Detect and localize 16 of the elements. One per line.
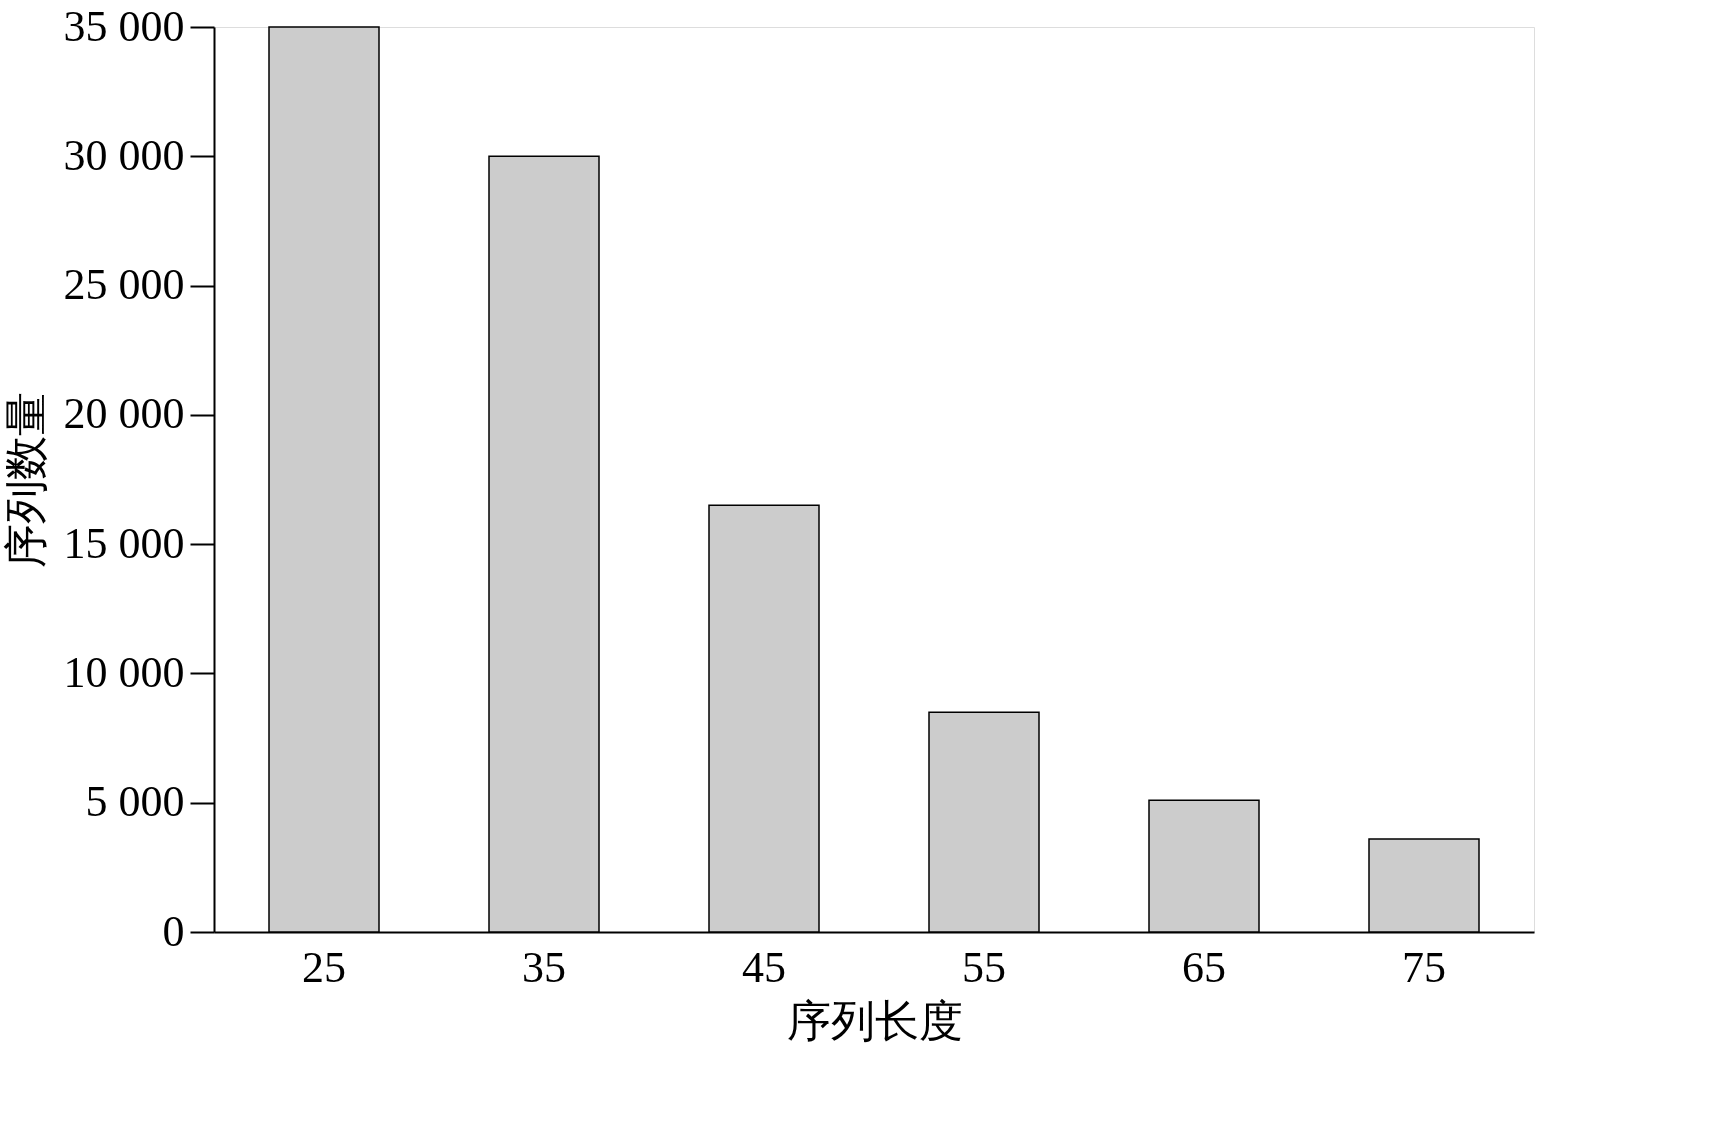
x-tick-label: 75 [1402, 942, 1446, 992]
y-tick-label: 25 000 [63, 260, 185, 310]
y-tick-label: 15 000 [63, 518, 185, 568]
x-tick-label: 25 [302, 942, 346, 992]
x-tick-label: 35 [522, 942, 566, 992]
x-tick-label: 65 [1182, 942, 1226, 992]
x-tick-label: 45 [742, 942, 786, 992]
y-tick-label: 30 000 [63, 130, 185, 180]
x-tick-label: 55 [962, 942, 1006, 992]
y-tick-label: 20 000 [63, 389, 185, 439]
y-tick-label: 5 000 [85, 777, 185, 827]
x-axis-title: 序列长度 [786, 996, 963, 1046]
y-tick-label: 10 000 [63, 647, 185, 697]
y-tick-label: 0 [162, 906, 185, 956]
y-axis-title: 序列数量 [1, 392, 51, 568]
y-tick-label: 35 000 [63, 1, 185, 51]
